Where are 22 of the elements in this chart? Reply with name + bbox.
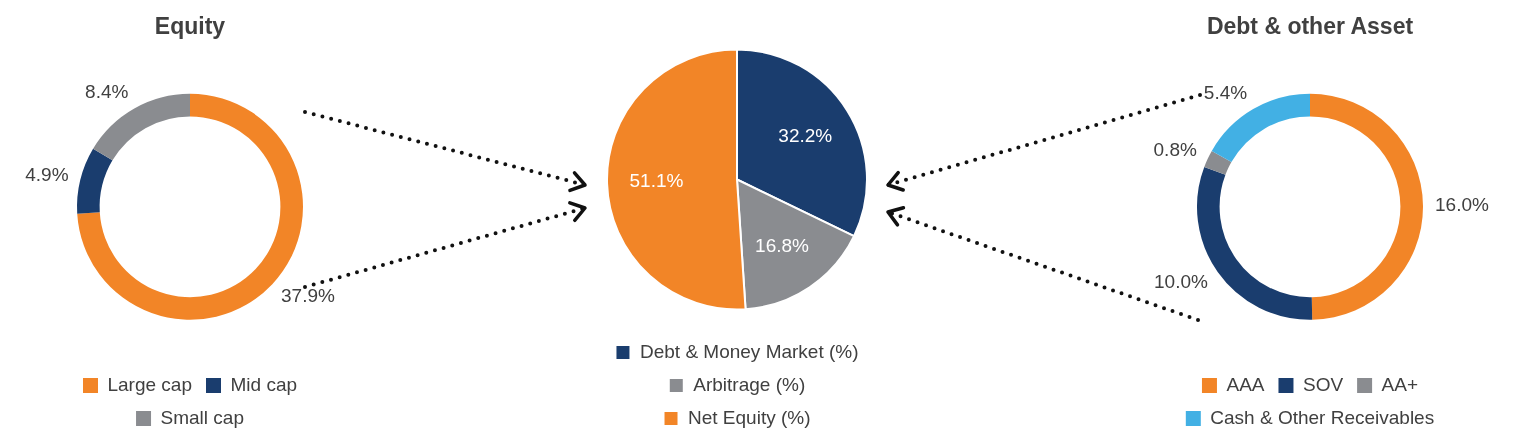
legend-label: Cash & Other Receivables [1210,406,1435,428]
chart-title: Debt & other Asset [1206,13,1414,40]
data-label: 16.8% [755,234,810,256]
data-label: 10.0% [1154,270,1208,292]
data-label: 8.4% [85,81,129,103]
chart-title: Equity [154,13,226,40]
legend-label: AAA [1226,373,1265,395]
data-label: 5.4% [1203,81,1248,103]
data-label: 32.2% [778,124,833,146]
legend-label: Debt & Money Market (%) [639,340,859,362]
legend-label: Small cap [160,406,244,428]
legend-label: Large cap [107,373,192,395]
data-label: 51.1% [629,170,684,192]
legend-label: Net Equity (%) [688,406,811,428]
data-label: 0.8% [1153,139,1197,161]
legend-label: AA+ [1381,373,1419,395]
data-label: 37.9% [281,284,336,306]
legend-label: SOV [1302,373,1344,395]
legend-label: Arbitrage (%) [693,373,806,395]
legend-label: Mid cap [230,373,298,395]
data-label: 4.9% [25,163,69,185]
data-label: 16.0% [1434,193,1489,215]
